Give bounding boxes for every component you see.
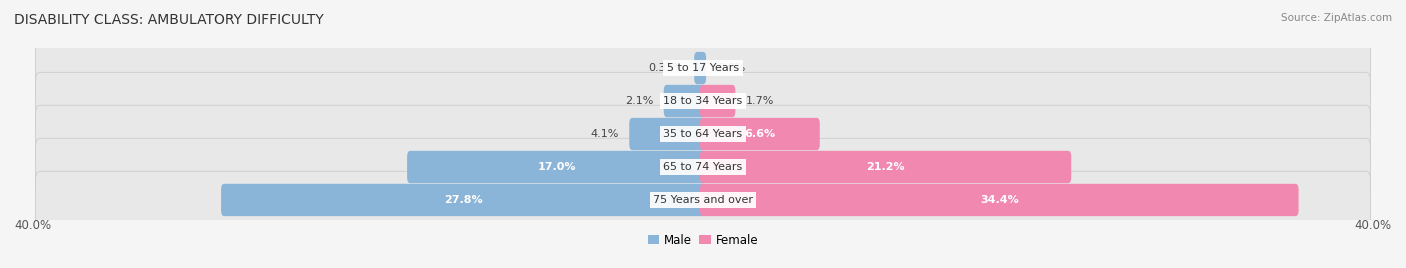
Text: 18 to 34 Years: 18 to 34 Years [664, 96, 742, 106]
FancyBboxPatch shape [700, 118, 820, 150]
Text: DISABILITY CLASS: AMBULATORY DIFFICULTY: DISABILITY CLASS: AMBULATORY DIFFICULTY [14, 13, 323, 27]
FancyBboxPatch shape [630, 118, 706, 150]
Text: 1.7%: 1.7% [747, 96, 775, 106]
FancyBboxPatch shape [221, 184, 706, 216]
Text: 5 to 17 Years: 5 to 17 Years [666, 63, 740, 73]
Text: 40.0%: 40.0% [1355, 219, 1392, 232]
FancyBboxPatch shape [35, 72, 1371, 130]
FancyBboxPatch shape [664, 85, 706, 117]
Text: 0.33%: 0.33% [648, 63, 683, 73]
Text: 40.0%: 40.0% [14, 219, 51, 232]
FancyBboxPatch shape [695, 52, 706, 84]
FancyBboxPatch shape [35, 39, 1371, 97]
FancyBboxPatch shape [35, 171, 1371, 229]
FancyBboxPatch shape [35, 105, 1371, 163]
FancyBboxPatch shape [700, 184, 1299, 216]
Text: 65 to 74 Years: 65 to 74 Years [664, 162, 742, 172]
FancyBboxPatch shape [408, 151, 706, 183]
Text: 2.1%: 2.1% [624, 96, 652, 106]
Text: Source: ZipAtlas.com: Source: ZipAtlas.com [1281, 13, 1392, 23]
Text: 17.0%: 17.0% [537, 162, 576, 172]
Text: 4.1%: 4.1% [591, 129, 619, 139]
Text: 6.6%: 6.6% [744, 129, 775, 139]
FancyBboxPatch shape [700, 151, 1071, 183]
Legend: Male, Female: Male, Female [643, 229, 763, 252]
Text: 75 Years and over: 75 Years and over [652, 195, 754, 205]
Text: 21.2%: 21.2% [866, 162, 905, 172]
FancyBboxPatch shape [700, 85, 735, 117]
Text: 35 to 64 Years: 35 to 64 Years [664, 129, 742, 139]
FancyBboxPatch shape [35, 138, 1371, 196]
Text: 0.0%: 0.0% [717, 63, 745, 73]
Text: 34.4%: 34.4% [980, 195, 1018, 205]
Text: 27.8%: 27.8% [444, 195, 482, 205]
